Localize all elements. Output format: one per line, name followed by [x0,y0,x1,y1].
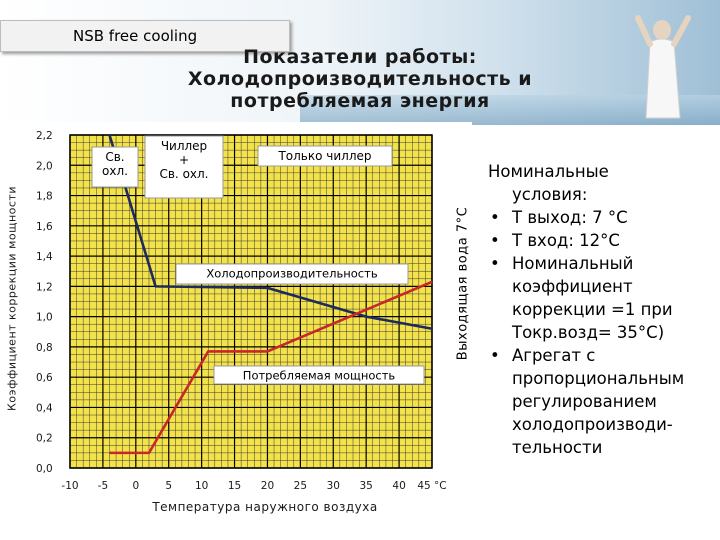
power-consumption-annotation-text: Потребляемая мощность [243,369,396,383]
note-heading-2: условия: [512,185,588,204]
power-consumption-line [109,280,433,455]
x-tick-label: 45 °C [417,480,446,492]
x-tick-label: 30 [327,480,340,492]
y-tick-label: 2,0 [36,160,53,172]
conditions-item: Агрегат с пропорциональным регулированием х… [484,344,714,459]
x-tick-label: 10 [195,480,208,492]
conditions-item-line: Т вход: 12°C [512,231,620,250]
y-axis-label: Коэффициент коррекции мощности [5,186,19,411]
cooling-capacity-annotation: Холодопроизводительность [175,263,409,285]
cooling-capacity-annotation-box [175,263,409,285]
zone-label-chiller-free-cooling-text: Чиллер + Св. охл. [159,139,208,181]
x-tick-label: -10 [61,480,78,492]
person-photo-icon [635,15,691,119]
x-tick-label: 40 [392,480,405,492]
conditions-item-line: тельности [512,438,603,457]
y-tick-label: 1,8 [36,191,53,203]
y-tick-label: 1,6 [36,221,53,233]
zone-label-free-cooling-text: Св. охл. [102,150,128,178]
x-axis-label: Температура наружного воздуха [152,500,378,514]
y-tick-label: 2,2 [36,130,53,142]
conditions-item-line: Агрегат с [512,346,596,365]
conditions-item-line: Токр.возд= 35°C) [512,323,665,342]
x-tick-label: 0 [132,480,139,492]
x-tick-label: 25 [294,480,307,492]
conditions-note: Номинальные условия: Т выход: 7 °C Т вход… [484,160,714,459]
y-tick-label: 0,8 [36,342,53,354]
slide-title: Показатели работы: Холодопроизводительно… [130,46,590,112]
zone-label-chiller-only-box [257,145,393,167]
zone-label-free-cooling-box [91,146,139,188]
conditions-item: Т выход: 7 °C [484,206,714,229]
conditions-item-line: коэффициент [512,277,633,296]
y-tick-label: 1,4 [36,251,53,263]
y-tick-label: 1,2 [36,281,53,293]
x-tick-label: -5 [98,480,108,492]
conditions-item-line: пропорциональным [512,369,685,388]
zone-label-chiller-free-cooling: Чиллер + Св. охл. [144,135,224,199]
x-tick-label: 20 [261,480,274,492]
secondary-axis-label: Выходящая вода 7°С [455,206,471,361]
title-line-3: потребляемая энергия [230,90,490,112]
conditions-item-line: Номинальный [512,254,634,273]
cooling-capacity-line [108,134,433,331]
x-tick-label: 15 [228,480,241,492]
power-consumption-annotation: Потребляемая мощность [213,365,425,385]
plot-border [69,134,433,469]
title-line-1: Показатели работы: [243,46,477,68]
conditions-item: Т вход: 12°C [484,229,714,252]
y-tick-label: 1,0 [36,312,53,324]
conditions-item: Номинальный коэффициент коррекции =1 при То… [484,252,714,344]
note-heading: Номинальные [488,162,609,181]
conditions-item-line: холодопроизводи- [512,415,673,434]
power-consumption-annotation-box [213,365,425,385]
performance-chart: -10 -5 0 5 10 15 20 25 30 35 40 45 °C 0,0 0,2 0,4 0,6 0,… [36,130,447,492]
section-tab-label: NSB free cooling [73,27,198,45]
conditions-list: Т выход: 7 °C Т вход: 12°C Номинальный коэф… [484,206,714,459]
x-tick-label: 35 [359,480,372,492]
conditions-item-line: коррекции =1 при [512,300,673,319]
x-tick-label: 5 [165,480,172,492]
y-tick-label: 0,6 [36,372,53,384]
zone-label-free-cooling: Св. охл. [91,146,139,188]
y-tick-label: 0,0 [36,463,53,475]
title-line-2: Холодопроизводительность и [187,68,533,90]
section-tab[interactable]: NSB free cooling [0,20,290,52]
cooling-capacity-annotation-text: Холодопроизводительность [206,267,377,281]
zone-label-chiller-only: Только чиллер [257,145,393,167]
y-tick-label: 0,4 [36,402,53,414]
conditions-item-line: Т выход: 7 °C [512,208,628,227]
y-tick-label: 0,2 [36,433,53,445]
zone-label-chiller-only-text: Только чиллер [277,149,371,163]
zone-label-chiller-free-cooling-box [144,135,224,199]
conditions-item-line: регулированием [512,392,657,411]
